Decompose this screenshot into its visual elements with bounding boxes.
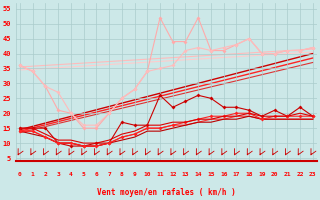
X-axis label: Vent moyen/en rafales ( km/h ): Vent moyen/en rafales ( km/h ) <box>97 188 236 197</box>
